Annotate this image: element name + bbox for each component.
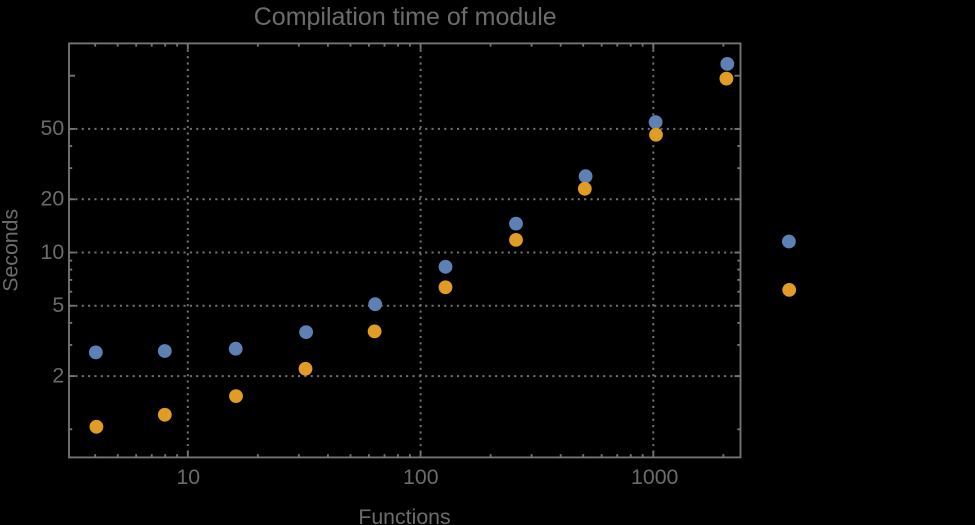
svg-text:50: 50 <box>40 116 64 140</box>
svg-text:Compilation time of module: Compilation time of module <box>254 3 557 31</box>
svg-text:Seconds: Seconds <box>0 209 23 292</box>
svg-text:100: 100 <box>403 465 439 489</box>
svg-text:2: 2 <box>52 363 64 387</box>
svg-text:1000: 1000 <box>631 465 679 489</box>
svg-text:10: 10 <box>176 465 200 489</box>
svg-text:5: 5 <box>52 293 64 317</box>
svg-text:Functions: Functions <box>358 505 450 525</box>
svg-text:10: 10 <box>40 240 64 264</box>
svg-text:20: 20 <box>40 187 64 211</box>
